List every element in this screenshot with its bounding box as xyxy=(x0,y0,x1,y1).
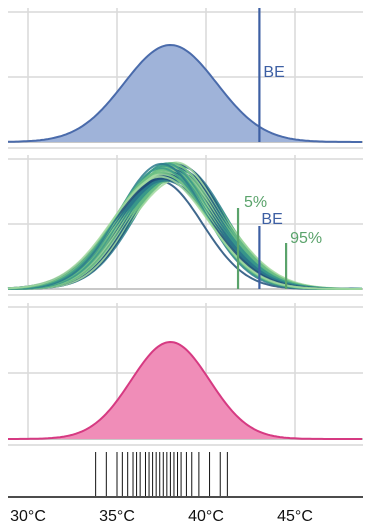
estimate-panel: BE xyxy=(8,8,363,143)
x-tick-label: 40°C xyxy=(188,508,224,524)
bootstrap-panel: 5%BE 95% xyxy=(7,161,363,290)
estimate-distribution-line xyxy=(8,43,362,143)
x-axis: 30°C 35°C 40°C 45°C xyxy=(8,496,363,524)
marker-label-95pct: 95% xyxy=(290,230,322,247)
marker-label-be: BE xyxy=(261,211,282,228)
x-tick-label: 45°C xyxy=(277,508,313,524)
bootstrap-curve xyxy=(7,175,362,290)
rug-panel xyxy=(95,452,228,496)
estimate-distribution-area xyxy=(8,45,363,142)
smoothed-panel xyxy=(8,340,363,440)
smoothed-distribution-area xyxy=(8,342,363,439)
smoothed-distribution-line xyxy=(8,340,362,440)
x-tick-label: 30°C xyxy=(10,508,46,524)
marker-label-5pct: 5% xyxy=(244,194,267,211)
x-tick-label: 35°C xyxy=(99,508,135,524)
marker-label-be: BE xyxy=(263,64,284,81)
